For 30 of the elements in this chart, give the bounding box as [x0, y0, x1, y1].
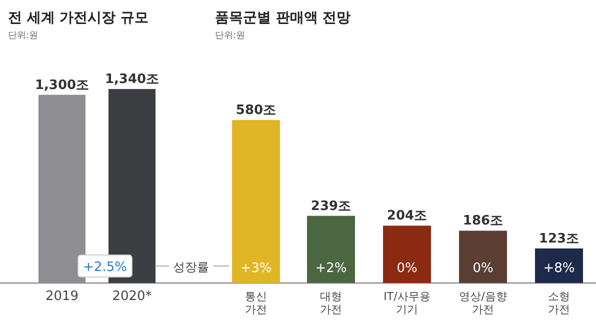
data-label: 204조 — [386, 208, 428, 224]
data-label: 580조 — [236, 103, 276, 118]
annotation: +3% — [240, 261, 272, 276]
bar — [307, 216, 355, 283]
data-label: 1,300조 — [34, 78, 90, 93]
x-tick-label: 대형 가전 — [320, 290, 342, 316]
chart-subtitle: 단위:원 — [215, 31, 246, 41]
text: 성장률 — [173, 260, 209, 274]
chart-subtitle: 단위:원 — [8, 31, 38, 41]
data-label: 123조 — [538, 231, 580, 246]
bar — [232, 120, 280, 283]
annotation: +8% — [543, 261, 575, 276]
bar — [459, 230, 507, 283]
x-tick-label: 영상/음향 가전 — [459, 290, 507, 316]
x-tick-label: 통신 가전 — [245, 290, 267, 316]
chart-title: 전 세계 가전시장 규모 — [8, 10, 149, 26]
x-tick-label: 소형 가전 — [548, 290, 570, 316]
annotation: 0% — [472, 261, 494, 276]
data-label: 1,340조 — [104, 72, 160, 87]
bar — [535, 248, 583, 283]
annotation: +2% — [315, 261, 347, 276]
chart-title: 품목군별 판매액 전망 — [215, 10, 351, 26]
bar — [383, 226, 431, 283]
data-label: 186조 — [462, 214, 504, 229]
x-tick-label: 2020* — [112, 289, 152, 304]
annotation: +2.5% — [83, 260, 127, 275]
annotation: 0% — [396, 261, 418, 276]
data-label: 239조 — [310, 198, 352, 214]
x-tick-label: 2019 — [45, 289, 79, 304]
x-tick-label: IT/사무용 기기 — [384, 290, 430, 316]
